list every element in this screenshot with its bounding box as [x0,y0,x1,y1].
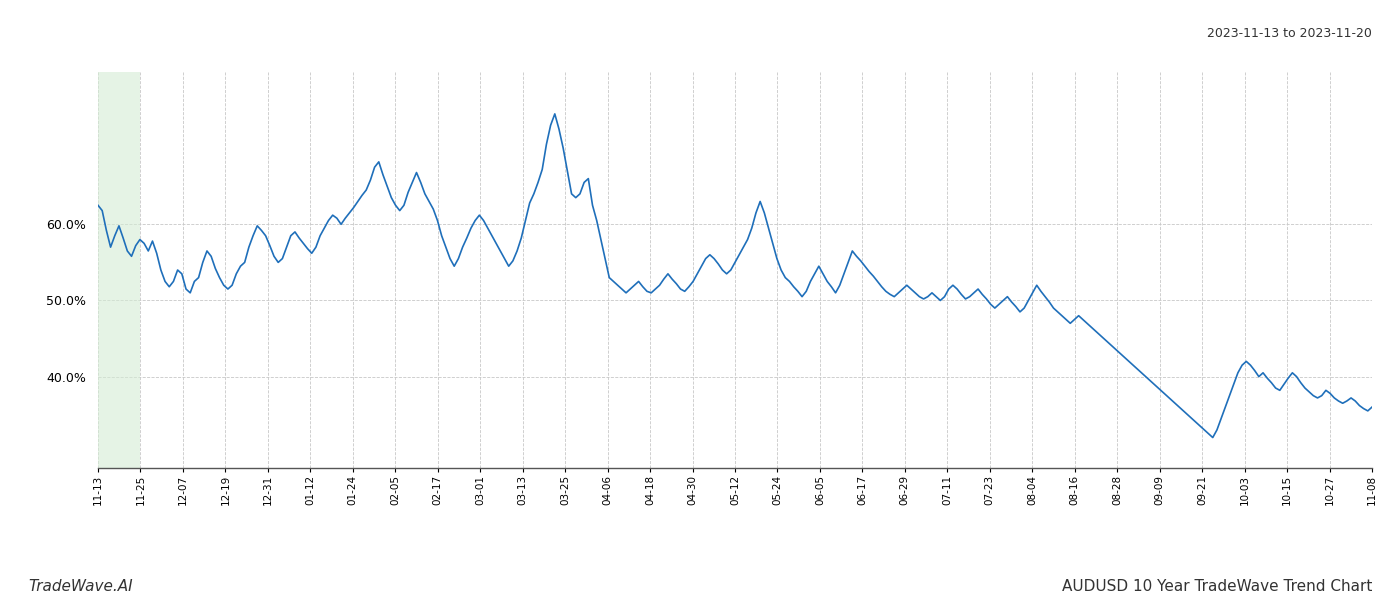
Text: TradeWave.AI: TradeWave.AI [28,579,133,594]
Bar [98,72,140,468]
Text: 2023-11-13 to 2023-11-20: 2023-11-13 to 2023-11-20 [1207,27,1372,40]
Text: AUDUSD 10 Year TradeWave Trend Chart: AUDUSD 10 Year TradeWave Trend Chart [1061,579,1372,594]
